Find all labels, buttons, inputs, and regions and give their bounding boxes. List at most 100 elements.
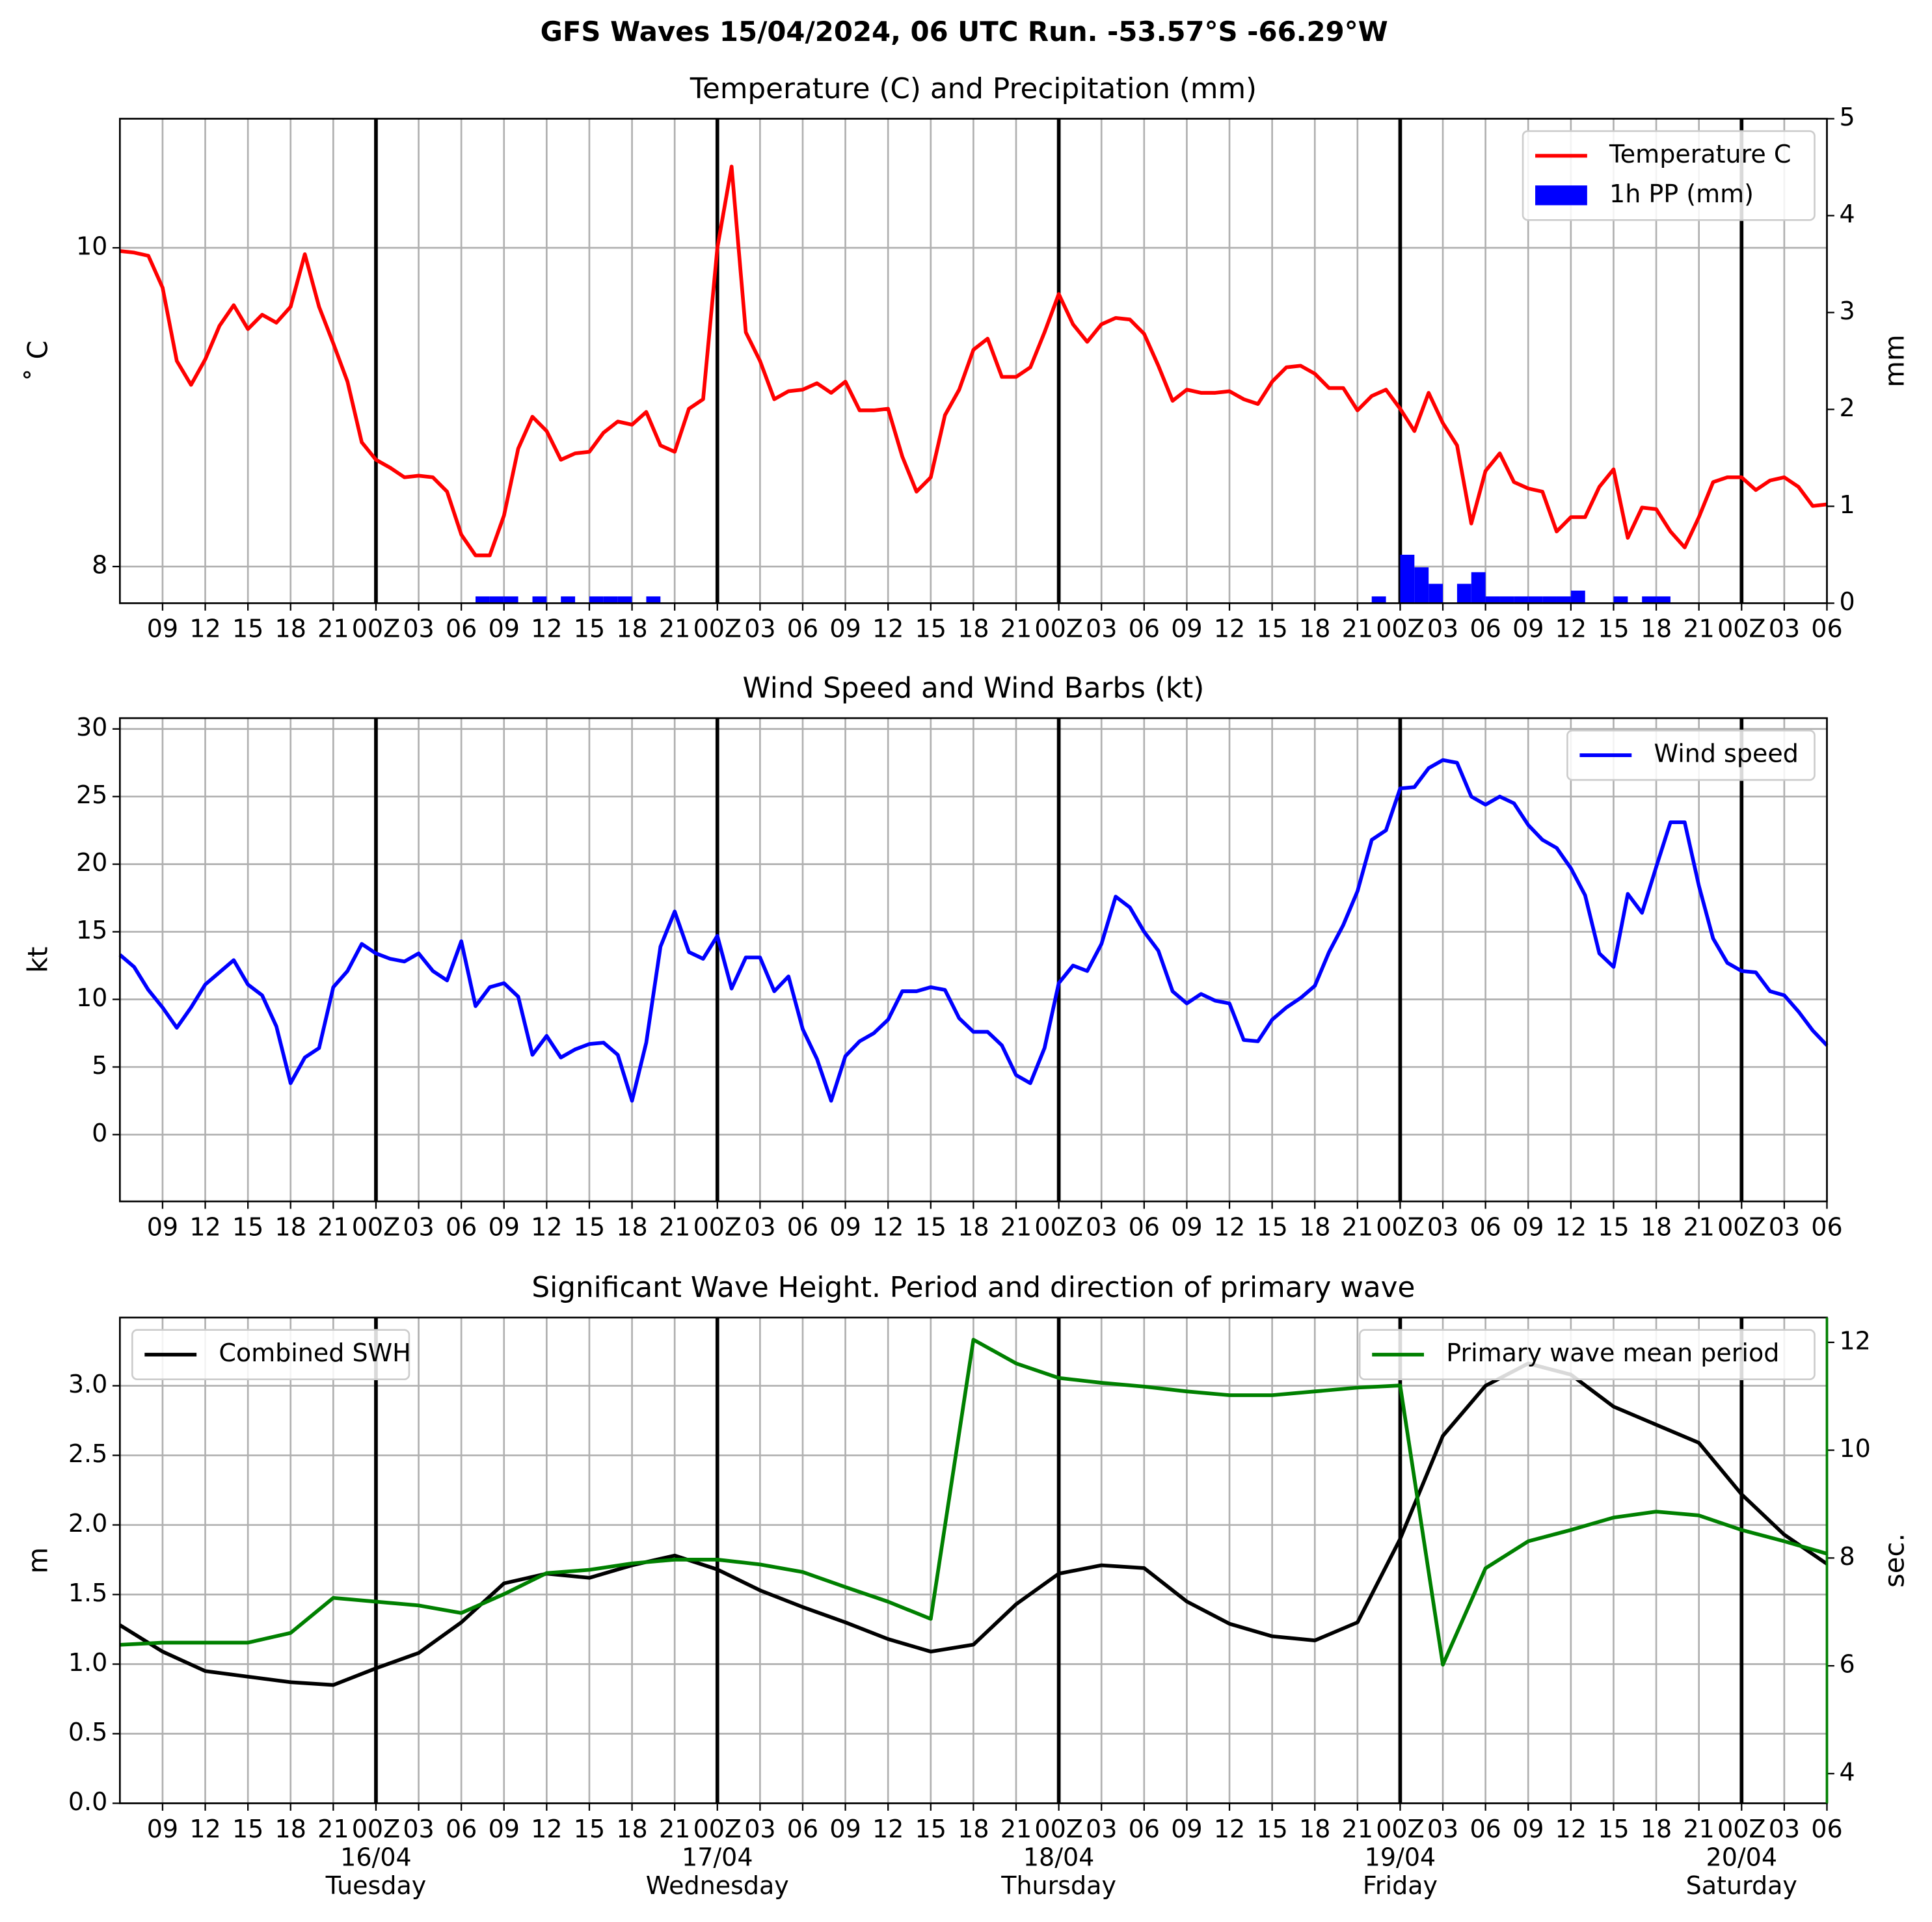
x-tick-label: 09 — [829, 1815, 861, 1843]
chart-title: Temperature (C) and Precipitation (mm) — [690, 72, 1257, 105]
y-tick-label: 1.0 — [68, 1648, 107, 1677]
y-tick-label: 0.5 — [68, 1718, 107, 1746]
x-tick-label: 15 — [1598, 1815, 1629, 1843]
x-tick-label: 18 — [958, 615, 989, 643]
x-tick-label: 21 — [317, 1212, 349, 1241]
x-tick-label: 00Z — [352, 615, 400, 643]
x-tick-label: 18 — [1299, 615, 1330, 643]
x-tick-label: 09 — [489, 1815, 520, 1843]
y2-tick-label: 4 — [1839, 200, 1855, 228]
legend-label: 1h PP (mm) — [1609, 180, 1754, 208]
precip-bar — [589, 596, 604, 604]
x-tick-label: 00Z — [1034, 1815, 1082, 1843]
x-tick-label: 03 — [403, 615, 434, 643]
x-tick-label: 12 — [872, 1212, 904, 1241]
x-tick-label: 03 — [403, 1815, 434, 1843]
x-day-label: Thursday — [1000, 1871, 1116, 1900]
x-tick-label: 00Z — [1717, 1815, 1765, 1843]
x-tick-label: 12 — [1214, 1212, 1245, 1241]
x-tick-label: 03 — [1769, 1815, 1800, 1843]
x-tick-label: 00Z — [352, 1815, 400, 1843]
x-tick-label: 21 — [1342, 1212, 1373, 1241]
x-tick-label: 00Z — [1376, 1815, 1424, 1843]
y-tick-label: 5 — [92, 1051, 107, 1080]
precip-bar — [1542, 596, 1557, 604]
x-tick-label: 09 — [1512, 1815, 1544, 1843]
x-tick-label: 06 — [1811, 1815, 1842, 1843]
x-tick-label: 03 — [1086, 615, 1117, 643]
precip-bar — [617, 596, 632, 604]
series-line — [120, 1337, 1828, 1667]
y-tick-label: 30 — [76, 713, 107, 741]
x-tick-label: 12 — [189, 1815, 221, 1843]
x-tick-label: 00Z — [352, 1212, 400, 1241]
precip-bar — [1471, 572, 1486, 604]
x-tick-label: 15 — [574, 615, 605, 643]
precip-bar — [1499, 596, 1514, 604]
y2-tick-label: 8 — [1839, 1542, 1855, 1571]
x-tick-label: 06 — [1811, 1212, 1842, 1241]
x-tick-label: 21 — [1342, 615, 1373, 643]
x-day-label: Tuesday — [325, 1871, 427, 1900]
x-tick-label: 15 — [232, 1212, 263, 1241]
y-tick-label: 15 — [76, 916, 107, 944]
y2-tick-label: 2 — [1839, 394, 1855, 422]
precip-bar — [503, 596, 518, 604]
x-tick-label: 03 — [744, 1815, 775, 1843]
x-tick-label: 21 — [659, 1212, 690, 1241]
y-tick-label: 10 — [76, 983, 107, 1012]
x-tick-label: 00Z — [693, 1212, 742, 1241]
x-tick-label: 12 — [531, 1815, 562, 1843]
x-tick-label: 15 — [1256, 1815, 1287, 1843]
x-tick-label: 15 — [915, 1815, 946, 1843]
x-tick-label: 15 — [232, 1815, 263, 1843]
y2-axis-label: mm — [1878, 334, 1910, 387]
x-tick-label: 00Z — [693, 615, 742, 643]
y2-tick-label: 0 — [1839, 587, 1855, 616]
x-date-label: 18/04 — [1023, 1843, 1095, 1871]
y-tick-label: 10 — [76, 232, 107, 260]
precip-bar — [1456, 583, 1471, 604]
x-tick-label: 18 — [275, 1815, 306, 1843]
x-tick-label: 15 — [1256, 615, 1287, 643]
x-tick-label: 09 — [1171, 1815, 1202, 1843]
chart-title: Wind Speed and Wind Barbs (kt) — [742, 671, 1204, 704]
x-tick-label: 06 — [446, 615, 477, 643]
precip-bar — [1613, 596, 1628, 604]
precip-bar — [1414, 567, 1429, 604]
precip-bar — [1514, 596, 1529, 604]
x-tick-label: 06 — [1129, 615, 1160, 643]
precip-bar — [1656, 596, 1670, 604]
x-tick-label: 12 — [189, 1212, 221, 1241]
x-tick-label: 21 — [317, 1815, 349, 1843]
x-tick-label: 18 — [958, 1815, 989, 1843]
x-tick-label: 21 — [1683, 615, 1714, 643]
x-tick-label: 21 — [1000, 615, 1032, 643]
x-tick-label: 00Z — [693, 1815, 742, 1843]
x-tick-label: 03 — [1769, 615, 1800, 643]
x-date-label: 17/04 — [682, 1843, 753, 1871]
legend-label: Primary wave mean period — [1446, 1339, 1779, 1367]
x-tick-label: 06 — [1469, 1815, 1501, 1843]
x-tick-label: 18 — [1641, 1212, 1672, 1241]
x-tick-label: 06 — [446, 1212, 477, 1241]
y-axis-label: ˚ C — [21, 340, 53, 381]
figure-title: GFS Waves 15/04/2024, 06 UTC Run. -53.57… — [541, 16, 1388, 47]
y2-tick-label: 12 — [1839, 1326, 1870, 1355]
plot-frame — [118, 717, 1828, 1203]
x-tick-label: 06 — [1811, 615, 1842, 643]
legend-swatch — [1535, 185, 1587, 206]
x-tick-label: 06 — [787, 1815, 818, 1843]
x-tick-label: 12 — [1555, 615, 1587, 643]
x-tick-label: 06 — [787, 615, 818, 643]
x-tick-label: 12 — [531, 1212, 562, 1241]
precip-bar — [532, 596, 547, 604]
x-tick-label: 21 — [1000, 1212, 1032, 1241]
x-tick-label: 09 — [489, 615, 520, 643]
x-tick-label: 15 — [1256, 1212, 1287, 1241]
x-tick-label: 18 — [616, 1212, 647, 1241]
x-day-label: Wednesday — [646, 1871, 789, 1900]
legend-label: Temperature C — [1609, 140, 1791, 168]
x-tick-label: 18 — [1299, 1212, 1330, 1241]
